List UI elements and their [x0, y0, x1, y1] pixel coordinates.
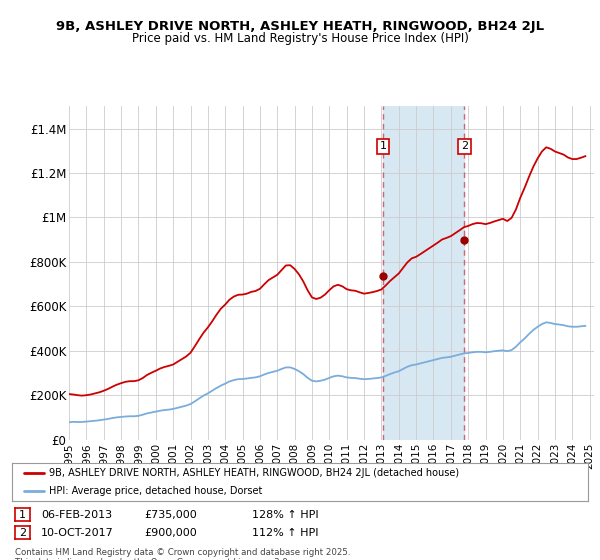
Text: £735,000: £735,000	[144, 510, 197, 520]
Text: HPI: Average price, detached house, Dorset: HPI: Average price, detached house, Dors…	[49, 486, 263, 496]
Text: 2: 2	[461, 141, 468, 151]
Text: 112% ↑ HPI: 112% ↑ HPI	[252, 528, 319, 538]
Text: 2: 2	[19, 528, 26, 538]
Text: 9B, ASHLEY DRIVE NORTH, ASHLEY HEATH, RINGWOOD, BH24 2JL (detached house): 9B, ASHLEY DRIVE NORTH, ASHLEY HEATH, RI…	[49, 468, 460, 478]
Bar	[383, 106, 464, 440]
Text: 1: 1	[380, 141, 386, 151]
Text: 9B, ASHLEY DRIVE NORTH, ASHLEY HEATH, RINGWOOD, BH24 2JL: 9B, ASHLEY DRIVE NORTH, ASHLEY HEATH, RI…	[56, 20, 544, 32]
Text: 1: 1	[19, 510, 26, 520]
Text: 128% ↑ HPI: 128% ↑ HPI	[252, 510, 319, 520]
Text: £900,000: £900,000	[144, 528, 197, 538]
Text: 10-OCT-2017: 10-OCT-2017	[41, 528, 113, 538]
Text: 06-FEB-2013: 06-FEB-2013	[41, 510, 112, 520]
Text: Price paid vs. HM Land Registry's House Price Index (HPI): Price paid vs. HM Land Registry's House …	[131, 32, 469, 45]
Text: Contains HM Land Registry data © Crown copyright and database right 2025.
This d: Contains HM Land Registry data © Crown c…	[15, 548, 350, 560]
